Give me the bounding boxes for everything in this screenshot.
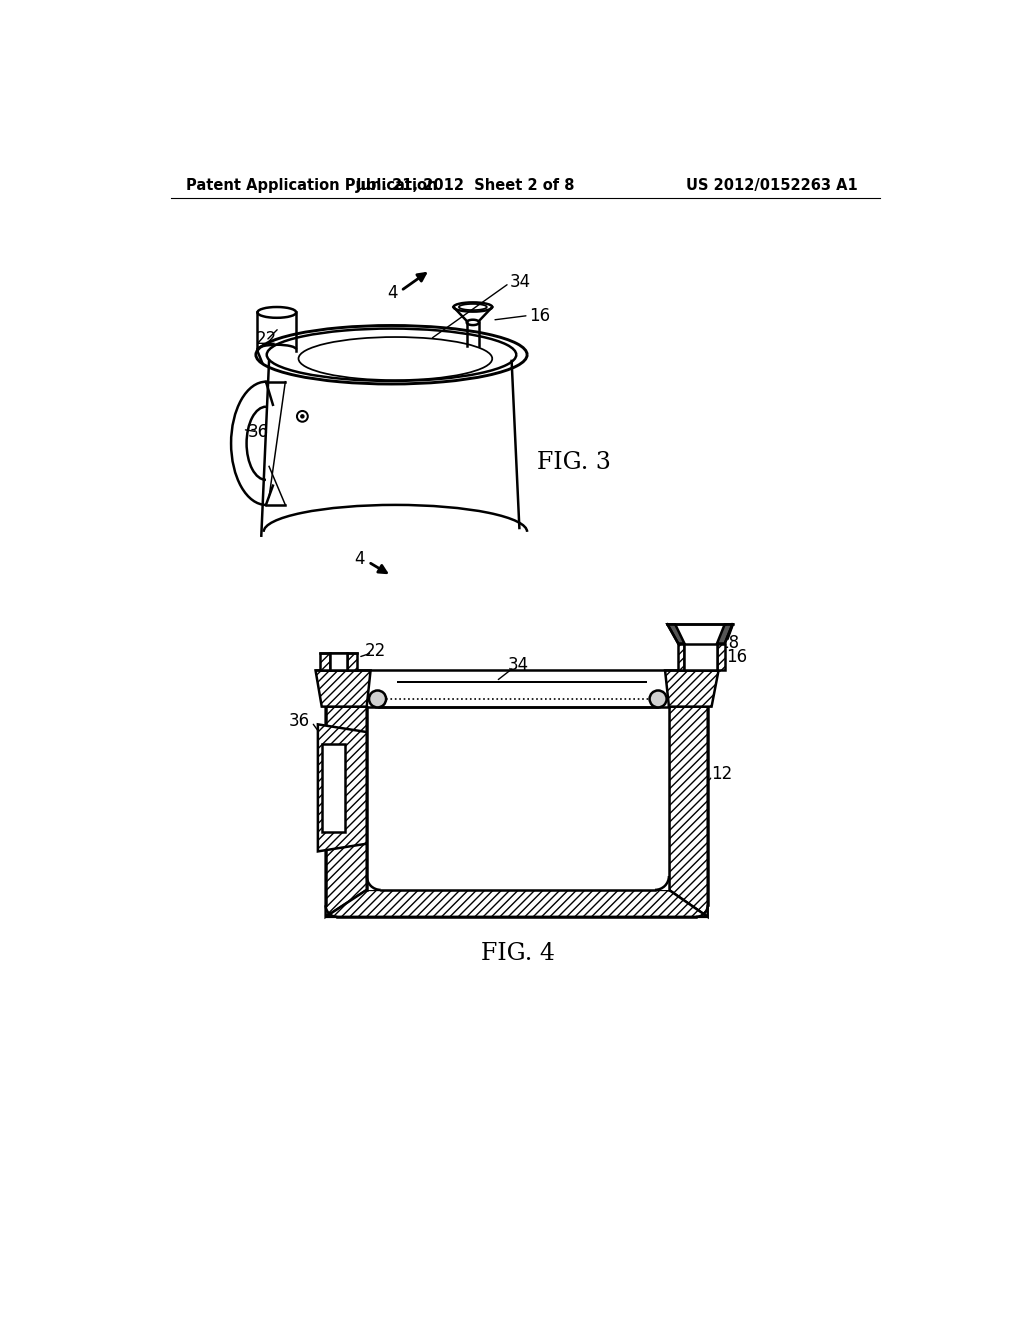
Circle shape [649,690,667,708]
Circle shape [369,690,386,708]
Polygon shape [326,890,708,917]
Text: 34: 34 [508,656,528,675]
Text: 22: 22 [365,643,386,660]
Text: FIG. 3: FIG. 3 [537,451,610,474]
Polygon shape [678,644,684,671]
Text: 36: 36 [248,422,269,441]
Text: 12: 12 [711,766,732,783]
Polygon shape [717,644,725,671]
Polygon shape [326,706,367,917]
Text: 22: 22 [256,330,278,348]
Polygon shape [317,725,367,851]
Bar [322,743,345,832]
Bar [684,644,717,671]
Bar [367,706,669,890]
Text: 34: 34 [509,273,530,290]
Text: Jun. 21, 2012  Sheet 2 of 8: Jun. 21, 2012 Sheet 2 of 8 [355,178,574,193]
Polygon shape [669,706,708,917]
Circle shape [301,414,304,418]
Text: FIG. 4: FIG. 4 [481,941,555,965]
Polygon shape [321,653,330,671]
Text: 4: 4 [354,550,365,568]
Polygon shape [668,624,684,644]
Polygon shape [315,671,371,706]
Polygon shape [717,624,732,644]
Text: Patent Application Publication: Patent Application Publication [186,178,437,193]
Text: 36: 36 [288,711,309,730]
Text: 16: 16 [528,308,550,325]
Bar [330,653,347,671]
Polygon shape [347,653,356,671]
Text: US 2012/0152263 A1: US 2012/0152263 A1 [686,178,858,193]
Text: 18: 18 [719,635,739,652]
Text: 16: 16 [726,648,748,667]
Text: 4: 4 [387,284,397,302]
Polygon shape [665,671,719,706]
